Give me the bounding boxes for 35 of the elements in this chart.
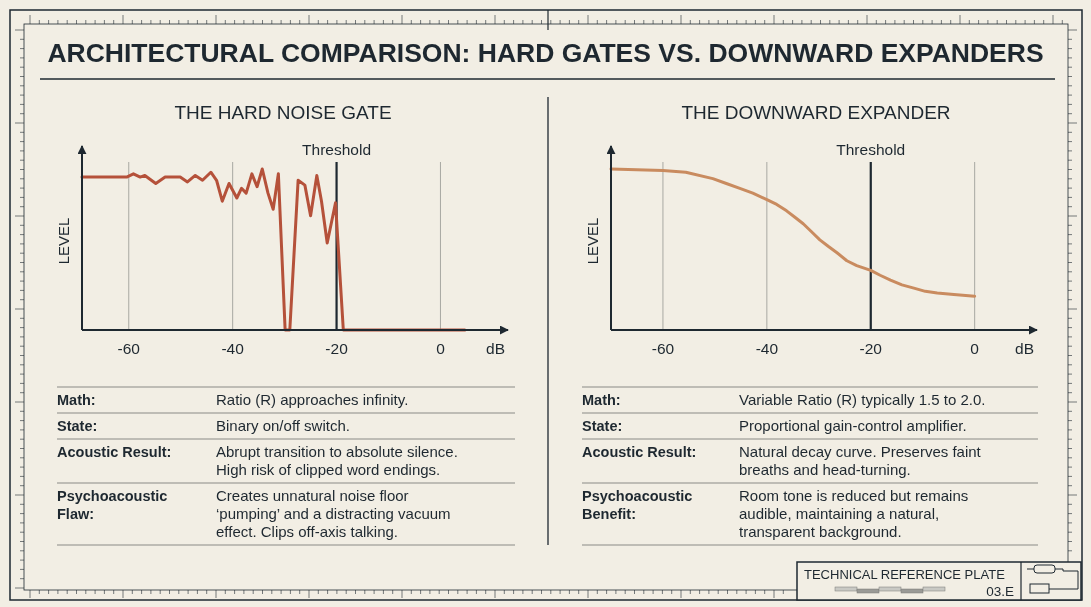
ref-line-label: Threshold	[836, 141, 906, 158]
text: Acoustic Result:	[57, 444, 172, 460]
x-tick-label: -20	[859, 340, 883, 357]
x-axis-title: dB	[486, 340, 505, 357]
x-tick-label: 0	[436, 340, 446, 357]
text: Psychoacoustic Benefit:	[582, 488, 693, 522]
ref-line-label: Threshold	[302, 141, 372, 158]
x-tick-label: -20	[325, 340, 349, 357]
text: Proportional gain-control amplifier.	[739, 417, 967, 434]
y-axis-title: LEVEL	[584, 217, 601, 265]
x-tick-label: -40	[755, 340, 779, 357]
text: Natural decay curve. Preserves faint breaths and head-turning.	[739, 443, 982, 478]
x-tick-label: -60	[117, 340, 141, 357]
text: Abrupt transition to absolute silence. High risk of clipped word endings.	[216, 443, 458, 478]
text: Acoustic Result:	[582, 444, 697, 460]
text: 03.E	[986, 584, 1014, 599]
text: State:	[57, 418, 98, 434]
chart-title: ARCHITECTURAL COMPARISON: HARD GATES VS. DOWNWARD EXPANDERS	[47, 38, 1044, 68]
text: Math:	[57, 392, 96, 408]
chart-subtitle: THE DOWNWARD EXPANDER	[681, 102, 951, 123]
x-tick-label: 0	[970, 340, 980, 357]
x-axis-title: dB	[1015, 340, 1034, 357]
y-axis-title: LEVEL	[55, 217, 72, 265]
text: Variable Ratio (R) typically 1.5 to 2.0.	[739, 391, 986, 408]
x-tick-label: -40	[221, 340, 245, 357]
text: Ratio (R) approaches infinity.	[216, 391, 409, 408]
text: Room tone is reduced but remains audible, maintaining a natural, transparent background.	[739, 487, 969, 540]
text: Math:	[582, 392, 621, 408]
x-tick-label: -60	[651, 340, 675, 357]
text: Creates unnatural noise floor ‘pumping’ and a distracting vacuum effect. Clips off-axis talking.	[216, 487, 451, 540]
text: State:	[582, 418, 623, 434]
chart-subtitle: THE HARD NOISE GATE	[174, 102, 392, 123]
text: TECHNICAL REFERENCE PLATE	[804, 567, 1006, 582]
text: Binary on/off switch.	[216, 417, 350, 434]
text: Psychoacoustic Flaw:	[57, 488, 168, 522]
